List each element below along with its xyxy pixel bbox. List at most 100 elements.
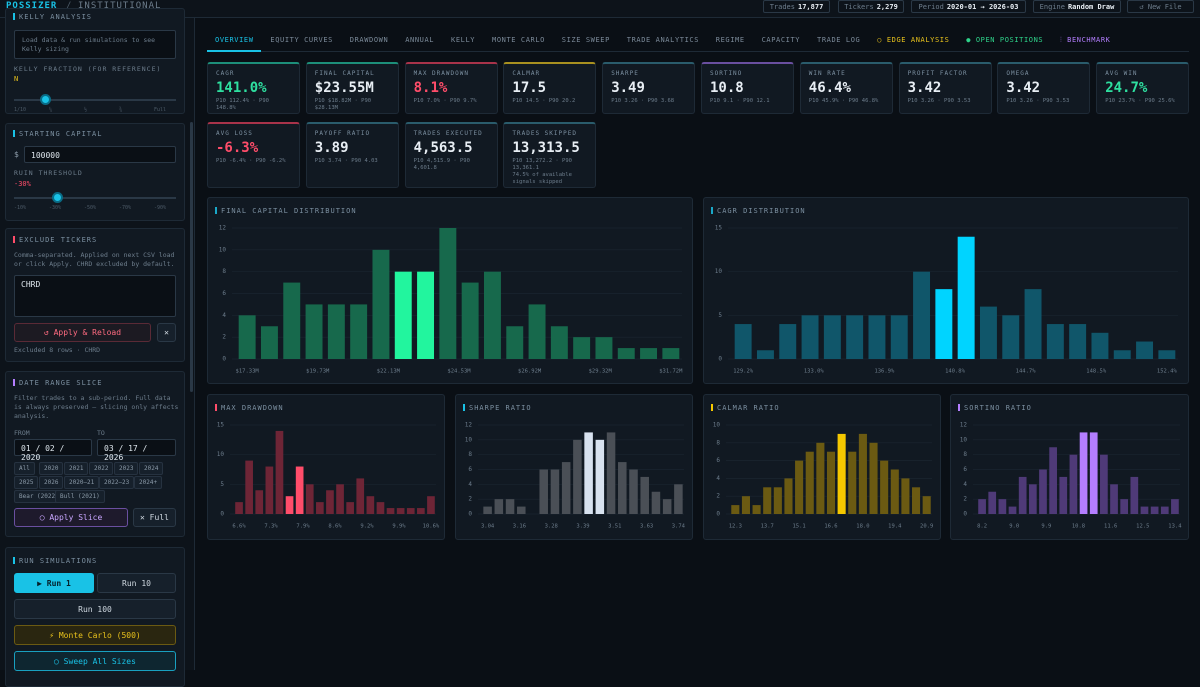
- stat-label: Tickers: [844, 3, 874, 11]
- tab[interactable]: REGIME: [715, 36, 745, 44]
- section-title: STARTING CAPITAL: [13, 130, 102, 138]
- chart: 0 5 10 15 6.6% 7.3% 7.9% 8.6% 9.2% 9.9% 10.6%: [217, 422, 440, 530]
- tab[interactable]: KELLY: [451, 36, 476, 44]
- currency: $: [14, 150, 19, 159]
- tab[interactable]: TRADE ANALYTICS: [626, 36, 700, 44]
- tab[interactable]: ○ EDGE ANALYSIS: [877, 36, 950, 44]
- chart: 0 2 4 6 8 10 12 8.2 9.0 9.9 10.8 11.6 12.5 13.4: [960, 422, 1182, 530]
- histogram-bar: [662, 348, 680, 359]
- stat-label: Trades: [769, 3, 795, 11]
- tab[interactable]: ANNUAL: [405, 36, 435, 44]
- histogram-bar: [238, 315, 256, 359]
- x-tick-label: 3.39: [576, 524, 589, 530]
- run100-button[interactable]: Run 100: [14, 599, 176, 619]
- histogram-bar: [1002, 315, 1020, 359]
- tab-bar: OVERVIEW EQUITY CURVES DRAWDOWN ANNUAL KELLY…: [207, 30, 1189, 52]
- date-chip[interactable]: Bull (2021): [55, 490, 105, 503]
- histogram-bar: [1079, 432, 1088, 514]
- histogram-bar: [1059, 476, 1068, 514]
- sweep-button[interactable]: ◯ Sweep All Sizes: [14, 651, 176, 671]
- chart-panel: CALMAR RATIO 0 2 4 6 8 10 12.3 13.7 15.1 16.6 18.0 1…: [703, 394, 941, 540]
- y-tick-label: 0: [468, 511, 472, 518]
- monte-carlo-button[interactable]: ⚡ Monte Carlo (500): [14, 625, 176, 645]
- tab[interactable]: SIZE SWEEP: [561, 36, 610, 44]
- apply-reload-button[interactable]: ↺ Apply & Reload: [14, 323, 151, 342]
- tab[interactable]: ⫶ BENCHMARK: [1060, 36, 1111, 44]
- histogram-bar: [336, 484, 344, 514]
- histogram-bar: [1089, 432, 1098, 514]
- card-label: FINAL CAPITAL: [314, 70, 375, 77]
- clear-button[interactable]: ✕: [157, 323, 176, 342]
- date-chip[interactable]: 2024: [139, 462, 164, 475]
- histogram-bar: [386, 508, 395, 514]
- histogram-bar: [779, 324, 797, 359]
- histogram-bar: [741, 496, 750, 514]
- slider-tick: -10%: [14, 205, 27, 211]
- tab[interactable]: EQUITY CURVES: [270, 36, 333, 44]
- date-chip[interactable]: 2022: [89, 462, 114, 475]
- x-tick-label: 7.3%: [264, 524, 278, 530]
- slider-tick: ¼: [49, 107, 53, 113]
- run1-button[interactable]: ▶ Run 1: [14, 573, 94, 593]
- sep: /: [66, 1, 72, 11]
- card-label: SHARPE: [611, 70, 639, 77]
- x-tick-label: 16.6: [824, 524, 837, 530]
- header-stat: Period 2020-01 → 2026-03: [911, 0, 1026, 13]
- card-sub: P10 23.7% · P90 25.6%: [1105, 98, 1175, 104]
- histogram-bar: [1049, 447, 1057, 514]
- chart-title: FINAL CAPITAL DISTRIBUTION: [215, 207, 357, 215]
- card-value: 3.42: [1006, 80, 1041, 96]
- tab[interactable]: CAPACITY: [761, 36, 801, 44]
- card-note: 74.5% of available signals skipped: [512, 172, 572, 185]
- to-input[interactable]: 03 / 17 / 2026: [97, 439, 176, 462]
- date-chip[interactable]: 2025: [14, 476, 39, 489]
- date-chip[interactable]: 2022–23: [99, 476, 135, 489]
- date-chip[interactable]: 2021: [64, 462, 89, 475]
- x-tick-label: 8.6%: [328, 524, 342, 530]
- chart: 0 2 4 6 8 10 12 $17.33M $19.73M $22.13M $24.53M $26…: [219, 225, 683, 375]
- tab[interactable]: OVERVIEW: [215, 36, 254, 44]
- stat-card: TRADES EXECUTED 4,563.5 P10 4,515.9 · P90 …: [404, 122, 498, 188]
- y-tick-label: 5: [220, 481, 224, 488]
- apply-slice-button[interactable]: ◯ Apply Slice: [14, 508, 128, 527]
- histogram-bar: [573, 439, 582, 514]
- capital-input[interactable]: 100000: [24, 146, 176, 163]
- capital-section: STARTING CAPITAL $ 100000 RUIN THRESHOLD…: [5, 123, 185, 221]
- card-label: PROFIT FACTOR: [907, 70, 968, 77]
- card-label: MAX DRAWDOWN: [413, 70, 469, 77]
- histogram-bar: [483, 506, 492, 514]
- x-tick-label: 10.8: [1072, 524, 1085, 530]
- y-tick-label: 6: [963, 466, 967, 473]
- full-button[interactable]: ✕ Full: [133, 508, 176, 527]
- slider-knob[interactable]: [52, 192, 63, 203]
- histogram-bar: [305, 304, 323, 359]
- date-chip[interactable]: 2020: [39, 462, 64, 475]
- tab[interactable]: MONTE CARLO: [492, 36, 545, 44]
- x-tick-label: 133.0%: [804, 369, 825, 375]
- card-value: 3.42: [907, 80, 942, 96]
- card-label: SORTINO: [710, 70, 743, 77]
- histogram-bar: [1160, 506, 1169, 514]
- new-file-button[interactable]: ↺ New File: [1127, 0, 1194, 13]
- tab[interactable]: ● OPEN POSITIONS: [966, 36, 1044, 44]
- slider-knob[interactable]: [40, 94, 51, 105]
- x-tick-label: 9.2%: [360, 524, 374, 530]
- y-tick-label: 10: [715, 268, 723, 275]
- date-chip[interactable]: 2020–21: [64, 476, 100, 489]
- histogram-bar: [1008, 506, 1017, 514]
- y-tick-label: 0: [963, 511, 967, 518]
- date-chip[interactable]: 2023: [114, 462, 139, 475]
- date-chip[interactable]: 2026: [39, 476, 64, 489]
- histogram-bar: [1110, 484, 1118, 514]
- histogram-bar: [550, 469, 560, 514]
- date-chip[interactable]: 2024+: [134, 476, 163, 489]
- histogram-bar: [868, 315, 886, 359]
- run10-button[interactable]: Run 10: [97, 573, 176, 593]
- tab[interactable]: TRADE LOG: [817, 36, 861, 44]
- tab[interactable]: DRAWDOWN: [349, 36, 389, 44]
- from-input[interactable]: 01 / 02 / 2020: [14, 439, 92, 462]
- exclude-textarea[interactable]: CHRD: [14, 275, 176, 317]
- date-chip[interactable]: All: [14, 462, 35, 475]
- histogram-bar: [1100, 454, 1108, 514]
- x-tick-label: 9.9%: [392, 524, 406, 530]
